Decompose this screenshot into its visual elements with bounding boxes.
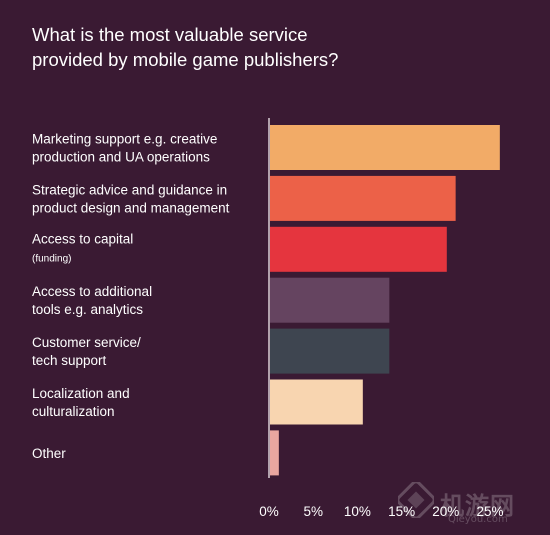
category-label-5-line-2: tech support [32,353,107,368]
chart-title-line-2: provided by mobile game publishers? [32,49,339,70]
bar-2 [270,175,456,221]
bar-3 [270,226,447,272]
x-tick-label-3: 10% [344,504,371,519]
bar-5 [270,328,390,374]
category-label-1-line-2: production and UA operations [32,150,210,165]
chart-title-line-1: What is the most valuable service [32,24,308,45]
category-label-4-line-1: Access to additional [32,284,152,299]
bar-6 [270,379,363,425]
chart-title: What is the most valuable service provid… [32,22,532,72]
category-label-7-line-1: Other [32,446,66,461]
category-label-4-line-2: tools e.g. analytics [32,302,143,317]
category-label-6-line-1: Localization and [32,386,130,401]
bar-1 [270,125,500,170]
category-label-2-line-1: Strategic advice and guidance in [32,182,227,197]
x-tick-label-4: 15% [388,504,415,519]
bar-7 [270,430,279,476]
bar-4 [270,277,390,323]
category-label-1-line-1: Marketing support e.g. creative [32,132,217,147]
category-label-6-line-2: culturalization [32,404,115,419]
x-tick-label-2: 5% [303,504,323,519]
x-tick-label-1: 0% [259,504,279,519]
x-tick-label-6: 25% [476,504,503,519]
watermark-subtext: Qieyou.com [448,514,508,525]
category-label-3-line-1: Access to capital [32,231,133,246]
watermark-logo-icon [398,482,434,518]
category-label-2-line-2: product design and management [32,200,230,215]
category-note-3: (funding) [32,253,71,264]
watermark: 机游网 Qieyou.com [392,480,547,532]
x-tick-label-5: 20% [432,504,459,519]
category-label-5-line-1: Customer service/ [32,335,141,350]
watermark-text: 机游网 [440,492,515,520]
